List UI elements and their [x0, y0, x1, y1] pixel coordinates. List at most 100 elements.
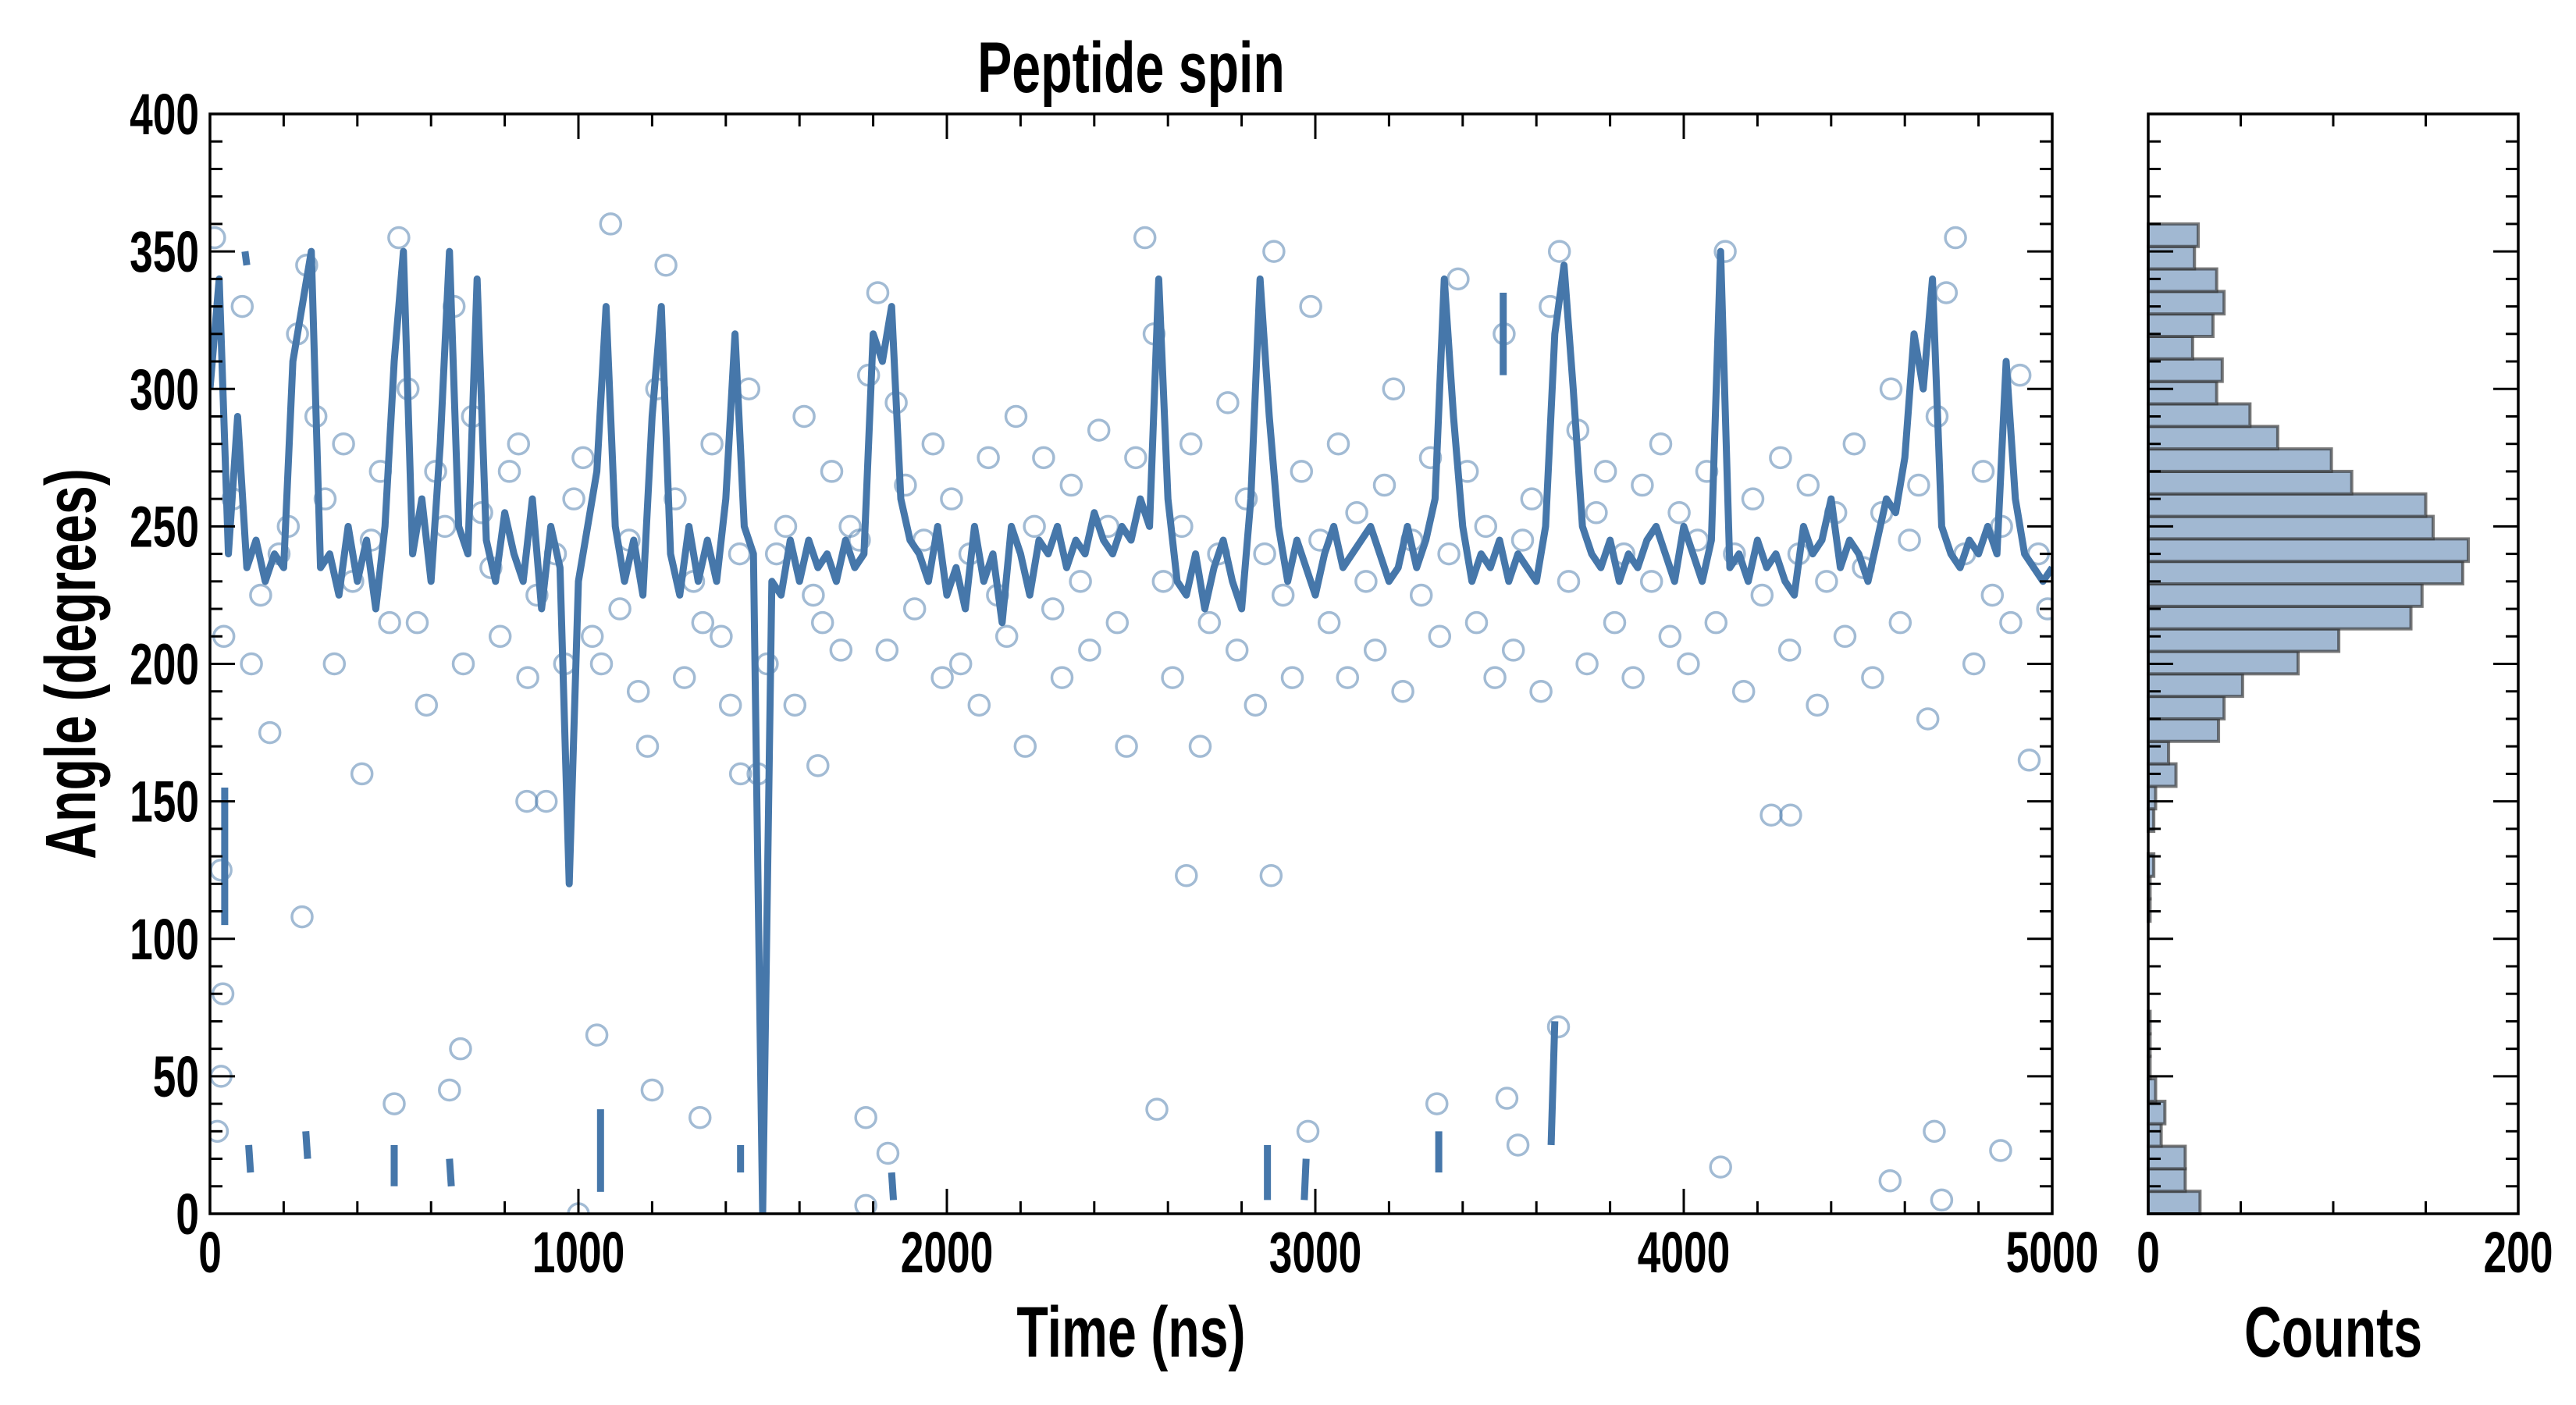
scatter-point — [1777, 638, 1802, 662]
scatter-point — [1145, 1097, 1169, 1121]
scatter-point — [1418, 446, 1443, 470]
histogram-bar — [2147, 312, 2215, 339]
scatter-point — [876, 1141, 900, 1165]
scatter-point — [378, 610, 401, 635]
scatter-point — [1105, 610, 1130, 635]
scatter-point — [451, 652, 475, 676]
scatter-point — [1326, 432, 1350, 456]
scatter-point — [1087, 418, 1111, 442]
histogram-bar — [2147, 514, 2435, 541]
scatter-point — [1161, 666, 1184, 689]
scatter-point — [1934, 281, 1959, 304]
scatter-point — [1495, 1087, 1519, 1110]
histogram-bar — [2147, 244, 2197, 271]
y-tick-label: 300 — [130, 357, 199, 422]
scatter-point — [1713, 240, 1737, 263]
histogram-bar — [2147, 425, 2279, 451]
histogram-bar — [2147, 649, 2300, 676]
scatter-point — [350, 762, 374, 786]
scatter-point — [332, 432, 355, 456]
hist-x-axis-label: Counts — [2244, 1291, 2422, 1371]
scatter-point — [1878, 1168, 1902, 1193]
histogram-bar — [2147, 469, 2354, 496]
scatter-point — [1271, 583, 1295, 607]
scatter-point — [1741, 487, 1765, 510]
wrapped-line-segment — [1547, 1021, 1559, 1146]
histogram-bar — [2147, 267, 2218, 293]
scatter-point — [1474, 514, 1498, 539]
scatter-point — [1575, 652, 1599, 676]
histogram-bar — [2147, 492, 2428, 518]
histogram-plot-area — [2147, 222, 2471, 1216]
scatter-point — [1593, 460, 1617, 483]
scatter-point — [1464, 610, 1489, 635]
scatter-point — [688, 1105, 712, 1129]
scatter-point — [608, 597, 632, 621]
scatter-point — [1944, 226, 1967, 250]
scatter-point — [1879, 377, 1903, 400]
scatter-point — [240, 652, 263, 676]
y-axis-label: Angle (degrees) — [30, 468, 110, 859]
scatter-point — [1115, 735, 1138, 758]
scatter-point — [1842, 432, 1866, 456]
scatter-point — [1529, 679, 1553, 703]
histogram-bar — [2147, 402, 2252, 429]
scatter-point — [1280, 666, 1304, 689]
hist-x-tick-label: 200 — [2484, 1220, 2553, 1285]
scatter-point — [507, 432, 531, 456]
scatter-point — [820, 460, 844, 483]
scatter-point — [774, 514, 798, 539]
scatter-point — [1059, 473, 1083, 497]
x-tick-label: 2000 — [901, 1220, 994, 1285]
scatter-point — [1649, 432, 1673, 456]
scatter-point — [1621, 666, 1645, 689]
scatter-point — [1930, 1188, 1954, 1212]
scatter-point — [1425, 1092, 1449, 1115]
histogram-bar — [2147, 222, 2200, 248]
scatter-point — [1317, 610, 1341, 635]
histogram-bar — [2147, 627, 2341, 653]
scatter-point — [1032, 446, 1055, 470]
scatter-point — [1013, 735, 1037, 758]
scatter-point — [258, 720, 282, 745]
scatter-point — [930, 666, 954, 689]
chart-title: Peptide spin — [977, 27, 1285, 107]
scatter-point — [589, 652, 614, 676]
y-tick-label: 400 — [130, 82, 199, 147]
wrapped-line-segment — [245, 1144, 254, 1173]
scatter-point — [718, 693, 742, 717]
scatter-point — [1336, 666, 1360, 689]
wrapped-line-segment — [302, 1131, 311, 1159]
x-tick-label: 4000 — [1638, 1220, 1731, 1285]
scatter-point — [1262, 240, 1286, 263]
y-tick-label: 0 — [176, 1182, 199, 1247]
histogram-bar — [2147, 695, 2226, 720]
scatter-point — [1546, 1015, 1571, 1039]
scatter-point — [1179, 432, 1203, 456]
scatter-point — [640, 1078, 664, 1102]
scatter-point — [1501, 638, 1525, 662]
histogram-bar — [2147, 379, 2218, 406]
scatter-point — [1382, 377, 1406, 400]
scatter-point — [1603, 610, 1627, 635]
scatter-point — [210, 226, 226, 250]
scatter-point — [405, 610, 429, 635]
histogram-bar — [2147, 1122, 2163, 1148]
scatter-point — [438, 1078, 461, 1102]
scatter-point — [580, 624, 604, 649]
scatter-point — [1225, 638, 1249, 662]
scatter-point — [802, 583, 825, 607]
histogram-bar — [2147, 447, 2333, 473]
scatter-point — [2036, 597, 2052, 621]
scatter-point — [1861, 666, 1884, 689]
scatter-point — [322, 652, 347, 676]
scatter-point — [1391, 679, 1414, 703]
histogram-bar — [2147, 739, 2171, 766]
axes — [208, 112, 2520, 1215]
histogram-bar — [2147, 1167, 2187, 1193]
scatter-point — [977, 446, 1000, 470]
scatter-point — [1372, 473, 1397, 497]
wrapped-line-segment — [241, 251, 251, 266]
scatter-point — [1631, 473, 1654, 497]
scatter-point — [940, 487, 963, 510]
